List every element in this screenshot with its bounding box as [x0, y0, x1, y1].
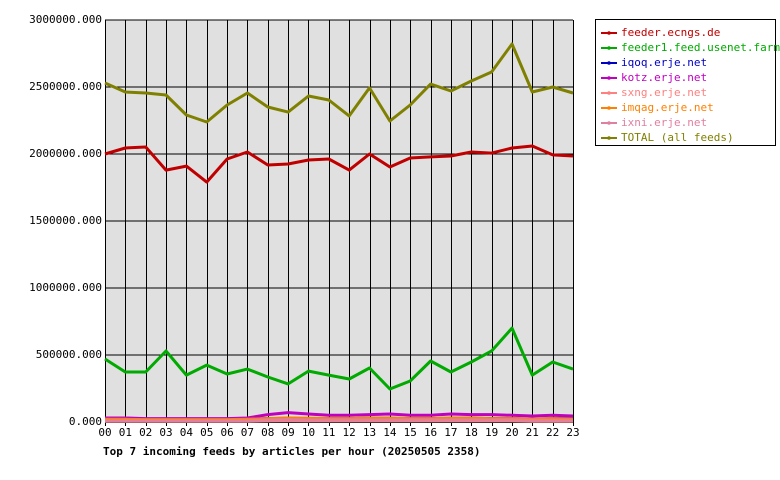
x-tick-label: 20	[505, 426, 518, 439]
x-tick-label: 10	[302, 426, 315, 439]
x-tick-label: 19	[485, 426, 498, 439]
legend-label: ixni.erje.net	[621, 116, 707, 129]
x-tick-label: 03	[159, 426, 172, 439]
x-tick-label: 09	[282, 426, 295, 439]
series-line	[104, 326, 574, 391]
x-tick-label: 07	[241, 426, 254, 439]
x-tick-label: 01	[119, 426, 132, 439]
x-tick-label: 11	[322, 426, 335, 439]
legend-dot	[607, 136, 611, 140]
x-tick-label: 14	[383, 426, 397, 439]
legend-label: feeder1.feed.usenet.farm	[621, 41, 780, 54]
x-tick-label: 13	[363, 426, 376, 439]
x-tick-label: 05	[200, 426, 213, 439]
legend-dot	[607, 31, 611, 35]
x-tick-label: 16	[424, 426, 437, 439]
legend-dot	[607, 91, 611, 95]
legend-label: imqag.erje.net	[621, 101, 714, 114]
legend-label: sxng.erje.net	[621, 86, 707, 99]
series-line	[104, 42, 574, 124]
y-tick-label: 3000000.000	[29, 13, 102, 26]
x-tick-label: 22	[546, 426, 559, 439]
x-tick-label: 12	[343, 426, 356, 439]
legend-dot	[607, 61, 611, 65]
x-tick-label: 06	[220, 426, 233, 439]
x-tick-label: 08	[261, 426, 274, 439]
legend-label: kotz.erje.net	[621, 71, 707, 84]
y-tick-label: 2000000.000	[29, 147, 102, 160]
x-tick-label: 23	[566, 426, 579, 439]
chart-title: Top 7 incoming feeds by articles per hou…	[103, 445, 481, 458]
x-tick-label: 04	[180, 426, 194, 439]
x-tick-label: 21	[526, 426, 539, 439]
x-tick-label: 00	[98, 426, 111, 439]
x-tick-label: 17	[444, 426, 457, 439]
y-tick-label: 1000000.000	[29, 281, 102, 294]
y-tick-label: 500000.000	[36, 348, 102, 361]
legend-label: iqoq.erje.net	[621, 56, 707, 69]
y-tick-label: 0.000	[69, 415, 102, 428]
x-tick-label: 02	[139, 426, 152, 439]
legend-label: feeder.ecngs.de	[621, 26, 720, 39]
legend-dot	[607, 121, 611, 125]
series-line	[104, 144, 574, 184]
series-line	[105, 418, 573, 423]
legend-box	[595, 19, 776, 146]
y-tick-label: 1500000.000	[29, 214, 102, 227]
x-tick-label: 18	[465, 426, 478, 439]
y-tick-label: 2500000.000	[29, 80, 102, 93]
legend-label: TOTAL (all feeds)	[621, 131, 734, 144]
legend-dot	[607, 76, 611, 80]
x-tick-label: 15	[404, 426, 417, 439]
legend-dot	[607, 106, 611, 110]
legend-dot	[607, 46, 611, 50]
